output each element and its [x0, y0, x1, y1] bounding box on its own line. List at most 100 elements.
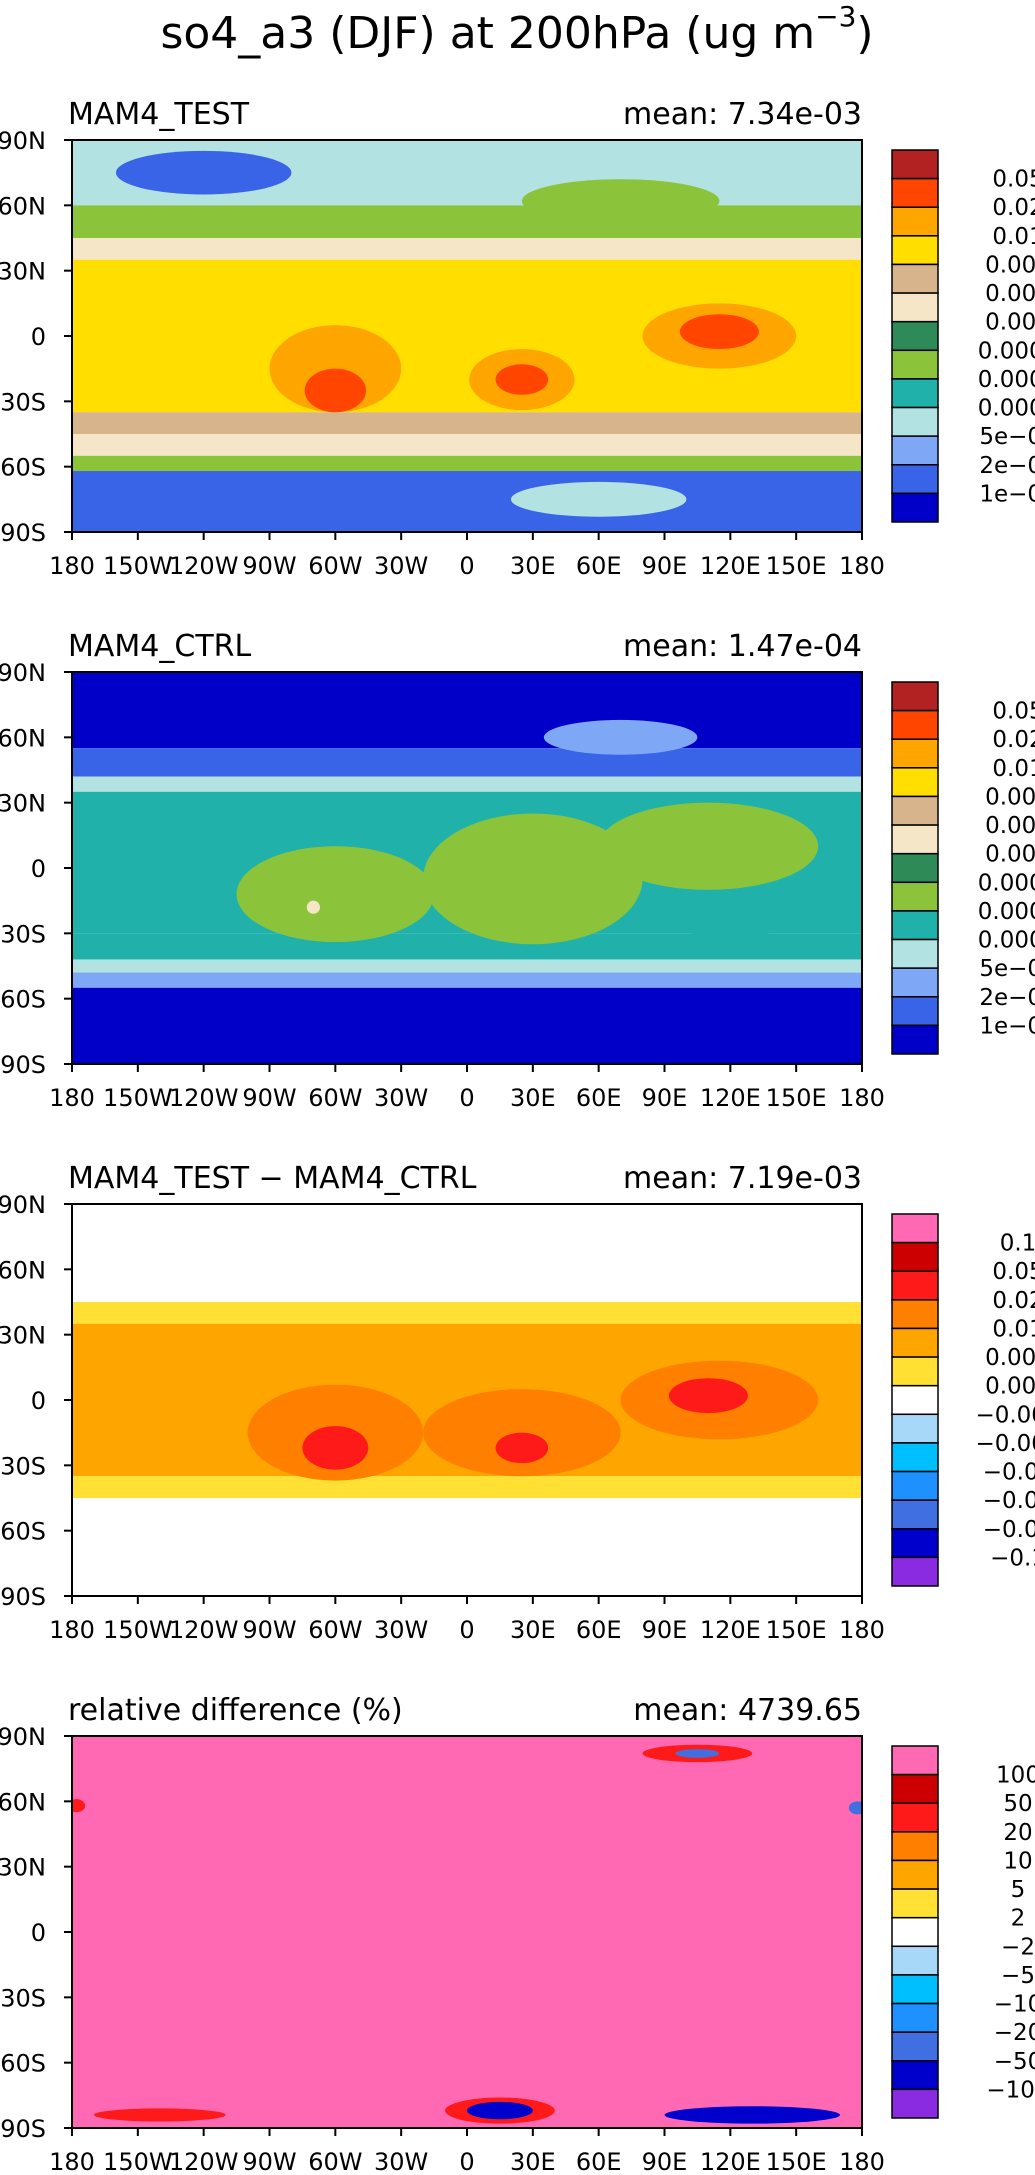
zonal-band: [72, 471, 862, 532]
zonal-band: [72, 412, 862, 434]
colorbar-box: [891, 1745, 939, 1776]
colorbar-label: −0.002: [975, 1402, 1035, 1428]
colorbar-label: 5e−05: [979, 956, 1035, 982]
colorbar-label: 0.02: [992, 727, 1035, 753]
colorbar-box: [891, 2002, 939, 2033]
colorbar-box: [891, 435, 939, 466]
colorbar-label: 2: [1011, 1906, 1026, 1932]
zonal-band: [72, 1302, 862, 1324]
field: [72, 1736, 862, 2128]
panel-mean: mean: 1.47e-04: [623, 629, 862, 664]
contour-blob: [72, 1799, 86, 1813]
colorbar-label: −2: [1001, 1934, 1035, 1960]
colorbar-box: [891, 1384, 939, 1416]
field: [72, 672, 862, 1064]
contour-blob: [304, 368, 367, 413]
zonal-band: [72, 1736, 862, 2128]
y-tick-label: 0: [31, 1387, 46, 1415]
zonal-band: [72, 238, 862, 260]
y-tick-label: 60S: [0, 986, 46, 1014]
contour-blob: [664, 2106, 841, 2124]
colorbar-label: 0.01: [992, 1316, 1035, 1342]
contour-blob: [848, 1801, 862, 1815]
colorbar-label: 0.001: [985, 842, 1035, 868]
colorbar-box: [891, 1213, 939, 1244]
x-tick-label: 180: [49, 2148, 95, 2175]
panel-4: relative difference (%) mean: 4739.65 180 1…: [0, 1693, 1035, 2175]
x-tick-label: 180: [49, 1616, 95, 1644]
y-tick-label: 60S: [0, 454, 46, 482]
x-tick-label: 150E: [766, 1084, 827, 1112]
contour-blob: [495, 364, 549, 395]
x-tick-label: 150W: [103, 2148, 173, 2175]
zonal-band: [72, 672, 862, 749]
y-tick-label: 30S: [0, 388, 46, 416]
y-tick-label: 0: [31, 855, 46, 883]
panel-label: relative difference (%): [68, 1693, 403, 1728]
x-tick-label: 60W: [308, 1084, 362, 1112]
colorbar-label: 0.0002: [978, 899, 1035, 925]
panel-mean: mean: 7.34e-03: [623, 97, 862, 132]
colorbar-box: [891, 852, 939, 884]
zonal-band: [72, 972, 862, 988]
y-tick-label: 90N: [0, 127, 46, 155]
colorbar-label: 0.005: [985, 1345, 1035, 1371]
y-tick-label: 0: [31, 323, 46, 351]
colorbar-box: [891, 149, 939, 180]
contour-blob: [236, 846, 435, 943]
y-tick-label: 30S: [0, 920, 46, 948]
x-tick-label: 30W: [374, 552, 428, 580]
y-tick-label: 30N: [0, 790, 46, 818]
zonal-band: [72, 1498, 862, 1596]
y-tick-label: 90S: [0, 2115, 46, 2143]
contour-blob: [302, 1426, 369, 1470]
y-tick-label: 90S: [0, 519, 46, 547]
contour-blob: [598, 802, 819, 890]
colorbar-label: 50: [1003, 1791, 1032, 1817]
panel-mean: mean: 7.19e-03: [623, 1161, 862, 1196]
x-tick-label: 0: [459, 1084, 474, 1112]
colorbar-label: 0.0005: [978, 870, 1035, 896]
field: [72, 1204, 862, 1596]
colorbar-box: [891, 910, 939, 941]
x-tick-label: 60E: [576, 1616, 622, 1644]
colorbar-box: [891, 464, 939, 495]
colorbar-box: [891, 1024, 939, 1055]
x-tick-label: 150W: [103, 1084, 173, 1112]
colorbar-label: −0.01: [983, 1460, 1035, 1486]
contour-blob: [467, 2101, 533, 2120]
x-tick-label: 90W: [242, 1084, 296, 1112]
colorbar-label: −50: [994, 2049, 1035, 2075]
contour-blob: [423, 1389, 621, 1477]
colorbar-box: [891, 1413, 939, 1444]
panel-label: MAM4_CTRL: [68, 629, 251, 664]
colorbar-box: [891, 881, 939, 912]
x-tick-label: 120W: [169, 1616, 239, 1644]
x-tick-label: 180: [839, 2148, 885, 2175]
y-tick-label: 60N: [0, 1256, 46, 1284]
x-tick-label: 90W: [242, 1616, 296, 1644]
colorbar-box: [891, 406, 939, 437]
zonal-band: [72, 434, 862, 456]
zonal-band: [72, 205, 862, 238]
y-tick-label: 90N: [0, 1191, 46, 1219]
contour-blob: [306, 900, 320, 914]
colorbar-box: [891, 1299, 939, 1330]
colorbar-box: [891, 681, 939, 712]
colorbar-box: [891, 1270, 939, 1301]
colorbar-label: 2e−05: [979, 985, 1035, 1011]
x-tick-label: 120W: [169, 1084, 239, 1112]
colorbar-label: 2e−05: [979, 453, 1035, 479]
colorbar-box: [891, 709, 939, 740]
colorbar-box: [891, 235, 939, 266]
y-tick-label: 30N: [0, 1322, 46, 1350]
x-tick-label: 90E: [642, 1616, 688, 1644]
colorbar-label: 0.01: [992, 756, 1035, 782]
x-tick-label: 150W: [103, 552, 173, 580]
contour-blob: [668, 1378, 748, 1414]
colorbar-label: 0.001: [985, 310, 1035, 336]
colorbar-label: 10: [1003, 1848, 1032, 1874]
x-tick-label: 120W: [169, 552, 239, 580]
